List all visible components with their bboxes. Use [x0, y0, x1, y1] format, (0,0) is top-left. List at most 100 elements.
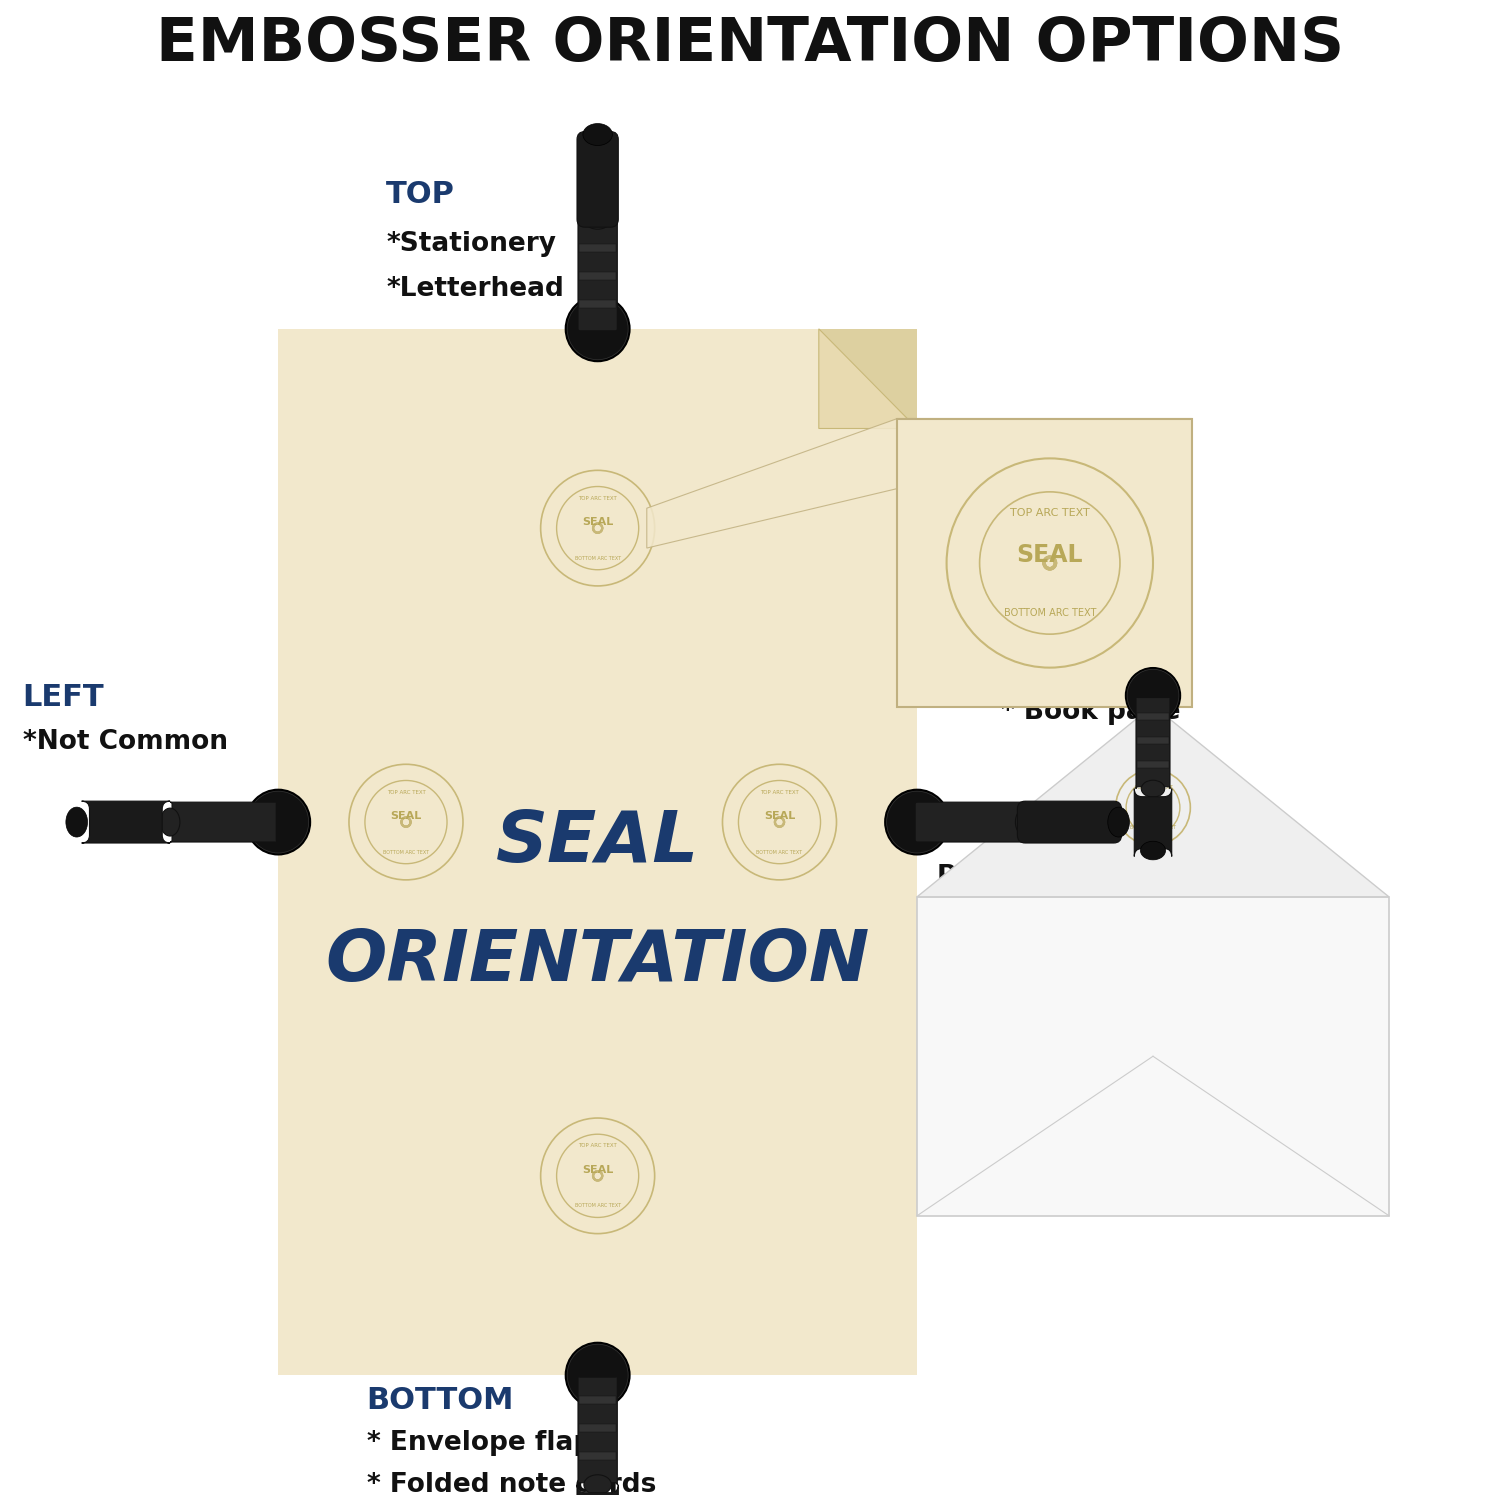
Circle shape — [783, 824, 784, 825]
Bar — [1137, 714, 1168, 720]
Circle shape — [778, 816, 782, 819]
Circle shape — [1154, 804, 1156, 807]
Circle shape — [402, 825, 405, 827]
Text: SEAL: SEAL — [582, 518, 614, 526]
Circle shape — [776, 825, 778, 827]
Circle shape — [1149, 806, 1150, 808]
Circle shape — [600, 1176, 603, 1179]
Circle shape — [1046, 566, 1048, 570]
Circle shape — [592, 526, 594, 530]
Circle shape — [783, 821, 784, 822]
Circle shape — [404, 825, 406, 828]
Circle shape — [598, 1179, 602, 1180]
Circle shape — [1155, 807, 1156, 808]
Circle shape — [600, 1178, 602, 1180]
Circle shape — [408, 824, 411, 827]
Circle shape — [594, 531, 597, 532]
Circle shape — [782, 818, 783, 819]
Circle shape — [783, 821, 784, 824]
Circle shape — [594, 1178, 596, 1180]
Bar — [579, 1396, 616, 1404]
Circle shape — [1052, 556, 1054, 560]
Circle shape — [1042, 560, 1046, 562]
Polygon shape — [646, 419, 1192, 548]
Circle shape — [596, 531, 597, 534]
Circle shape — [594, 1172, 596, 1173]
FancyBboxPatch shape — [170, 802, 278, 842]
Circle shape — [782, 818, 784, 821]
Circle shape — [597, 1179, 600, 1182]
Circle shape — [1149, 807, 1150, 808]
Circle shape — [402, 818, 405, 819]
Circle shape — [782, 819, 784, 821]
Circle shape — [1154, 804, 1155, 806]
FancyBboxPatch shape — [578, 1485, 618, 1500]
Circle shape — [402, 818, 404, 821]
Circle shape — [1050, 555, 1053, 560]
Circle shape — [600, 524, 602, 526]
Circle shape — [1042, 562, 1046, 567]
Circle shape — [1053, 564, 1056, 568]
Circle shape — [1050, 567, 1053, 570]
Circle shape — [600, 1172, 602, 1174]
Circle shape — [400, 819, 404, 822]
Circle shape — [597, 531, 598, 534]
Circle shape — [1044, 566, 1047, 568]
Text: TOP ARC TEXT: TOP ARC TEXT — [760, 789, 800, 795]
Circle shape — [1044, 558, 1047, 561]
Circle shape — [777, 825, 780, 828]
Circle shape — [1150, 804, 1154, 806]
Circle shape — [602, 526, 603, 530]
Circle shape — [1047, 567, 1050, 570]
Bar — [278, 328, 916, 1376]
Circle shape — [410, 819, 411, 822]
Circle shape — [1053, 558, 1056, 562]
Circle shape — [410, 824, 411, 825]
Text: * Folded note cards: * Folded note cards — [366, 1472, 656, 1497]
Circle shape — [1042, 562, 1046, 566]
Circle shape — [1149, 804, 1152, 807]
Circle shape — [598, 531, 602, 534]
Circle shape — [1046, 556, 1048, 560]
Circle shape — [598, 1170, 602, 1173]
Circle shape — [592, 1173, 596, 1174]
Circle shape — [1155, 807, 1156, 810]
Circle shape — [594, 1179, 597, 1180]
Text: * Envelope flaps: * Envelope flaps — [366, 1430, 608, 1456]
Circle shape — [1053, 561, 1058, 566]
Circle shape — [600, 530, 602, 532]
Circle shape — [598, 1170, 600, 1173]
Circle shape — [594, 1179, 597, 1180]
Bar — [916, 897, 1389, 1215]
Circle shape — [404, 825, 405, 828]
Circle shape — [1053, 560, 1058, 564]
Circle shape — [1044, 558, 1047, 561]
Circle shape — [405, 825, 406, 828]
Circle shape — [404, 816, 405, 819]
Text: Perfect for envelope flaps: Perfect for envelope flaps — [938, 864, 1323, 889]
Circle shape — [597, 522, 598, 525]
Circle shape — [1154, 808, 1155, 812]
Circle shape — [592, 1176, 594, 1179]
Circle shape — [774, 819, 777, 821]
Bar — [579, 1452, 616, 1460]
Text: TOP ARC TEXT: TOP ARC TEXT — [1134, 786, 1173, 790]
Circle shape — [408, 825, 410, 827]
Circle shape — [1047, 555, 1050, 560]
Circle shape — [774, 824, 777, 827]
Text: TOP ARC TEXT: TOP ARC TEXT — [579, 1143, 616, 1149]
Circle shape — [777, 825, 780, 828]
Circle shape — [404, 816, 405, 819]
Circle shape — [594, 1170, 597, 1173]
Text: EMBOSSER ORIENTATION OPTIONS: EMBOSSER ORIENTATION OPTIONS — [156, 15, 1344, 75]
Circle shape — [1053, 561, 1058, 564]
Circle shape — [596, 1170, 597, 1173]
Circle shape — [777, 816, 778, 819]
Ellipse shape — [1140, 842, 1166, 860]
Circle shape — [774, 822, 777, 825]
Text: TOP ARC TEXT: TOP ARC TEXT — [579, 495, 616, 501]
Circle shape — [592, 1174, 594, 1176]
FancyBboxPatch shape — [81, 801, 170, 843]
Circle shape — [1048, 567, 1052, 570]
Circle shape — [410, 821, 411, 824]
